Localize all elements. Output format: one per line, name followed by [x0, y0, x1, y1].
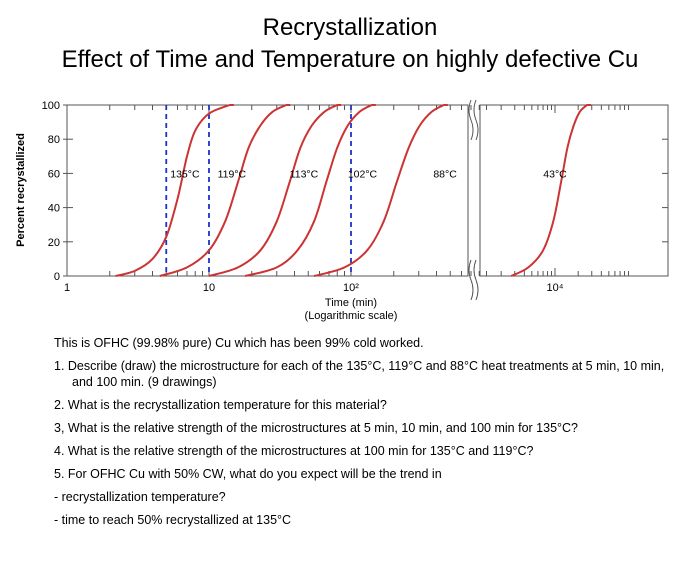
- curve-113C: [208, 104, 342, 277]
- axis-break-top: [468, 99, 479, 141]
- question-list: This is OFHC (99.98% pure) Cu which has …: [54, 335, 674, 535]
- axis-break-bottom: [468, 259, 479, 301]
- curve-102C: [244, 104, 376, 277]
- curve-label: 119°C: [218, 168, 247, 180]
- y-tick-label: 40: [48, 203, 60, 215]
- plot-frame-right: [479, 104, 669, 277]
- curve-88C: [313, 104, 448, 277]
- curve-43C: [510, 104, 591, 277]
- slide-title: Recrystallization: [262, 14, 438, 41]
- question-3: 3, What is the relative strength of the …: [54, 421, 578, 435]
- y-tick-label: 20: [48, 237, 60, 249]
- y-tick-label: 60: [48, 168, 60, 180]
- curve-135C: [115, 104, 234, 277]
- question-5a: - recrystallization temperature?: [54, 490, 226, 504]
- y-axis-label: Percent recrystallized: [15, 133, 27, 247]
- x-tick-label: 10⁴: [547, 282, 564, 294]
- question-5: 5. For OFHC Cu with 50% CW, what do you …: [54, 467, 442, 481]
- y-tick-label: 0: [54, 271, 60, 283]
- intro-text: This is OFHC (99.98% pure) Cu which has …: [54, 336, 424, 350]
- plot-frame-left: [66, 104, 469, 277]
- x-axis-label: Time (min): [325, 297, 377, 309]
- x-tick-label: 10: [203, 282, 215, 294]
- slide-subtitle: Effect of Time and Temperature on highly…: [61, 46, 639, 73]
- recrystallization-chart: 0 20 40 60 80 100 1 10 10² 10⁴ Percent recrystalli…: [15, 99, 669, 322]
- x-tick-label: 10²: [343, 282, 359, 294]
- question-5b: - time to reach 50% recrystallized at 13…: [54, 513, 292, 527]
- x-axis-sublabel: (Logarithmic scale): [305, 310, 398, 322]
- question-4: 4. What is the relative strength of the …: [54, 444, 534, 458]
- y-tick-label: 80: [48, 134, 60, 146]
- x-tick-label: 1: [64, 282, 70, 294]
- y-tick-label: 100: [42, 100, 60, 112]
- curve-label: 135°C: [170, 168, 200, 180]
- question-1: 1. Describe (draw) the microstructure fo…: [54, 359, 665, 389]
- curve-label: 43°C: [543, 168, 567, 180]
- curve-119C: [159, 104, 291, 277]
- curve-label: 113°C: [290, 168, 319, 180]
- curve-label: 102°C: [348, 168, 378, 180]
- question-2: 2. What is the recrystallization tempera…: [54, 398, 387, 412]
- curve-label: 88°C: [433, 168, 457, 180]
